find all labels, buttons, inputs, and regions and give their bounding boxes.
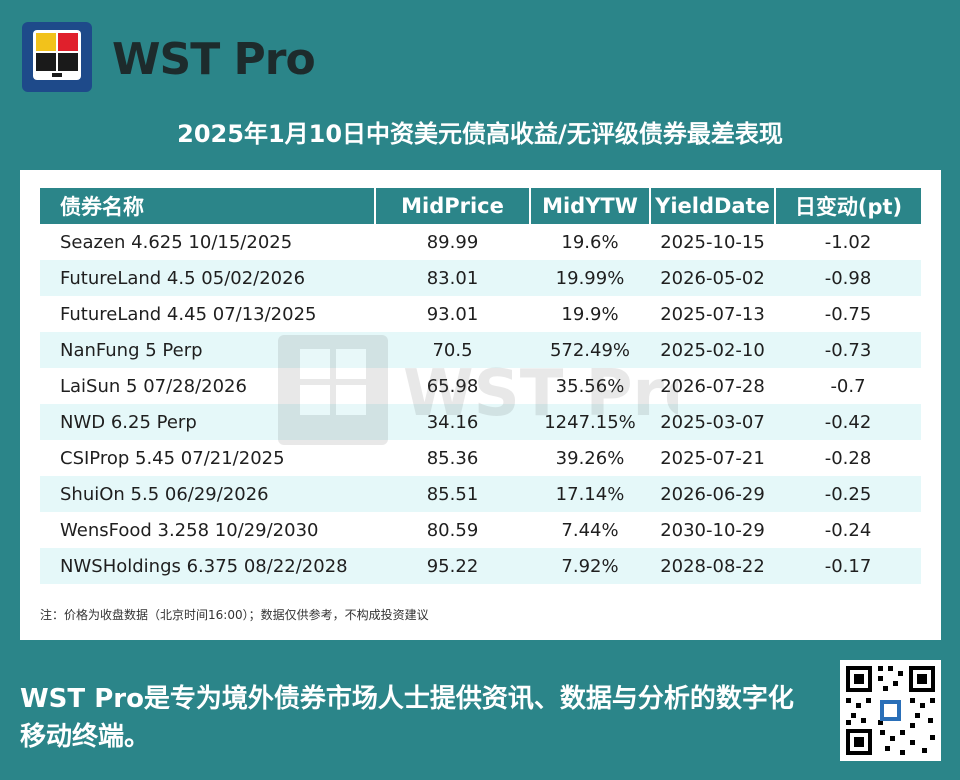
cell-bond-name: NanFung 5 Perp: [40, 332, 375, 368]
cell-yield-date: 2026-06-29: [650, 476, 775, 512]
cell-bond-name: LaiSun 5 07/28/2026: [60, 375, 247, 397]
header-bond-name: 债券名称: [40, 188, 376, 224]
cell-bond-name: ShuiOn 5.5 06/29/2026: [40, 476, 375, 512]
cell-bond-name: NWD 6.25 Perp: [40, 404, 375, 440]
table-row: NanFung 5 Perp 70.5 572.49% 2025-02-10 -…: [40, 332, 921, 368]
table-row: LaiSun 5 07/28/2026 65.98 35.56% 2026-07…: [40, 368, 921, 404]
header-mid-price: MidPrice: [375, 188, 531, 224]
cell-daily-change: -0.25: [775, 476, 921, 512]
table-row: FutureLand 4.5 05/02/2026 83.01 19.99% 2…: [40, 260, 921, 296]
cell-daily-change: -0.17: [775, 548, 921, 584]
cell-mid-ytw: 7.44%: [561, 519, 619, 541]
cell-mid-ytw: 19.9%: [561, 303, 619, 325]
table-row: NWD 6.25 Perp 34.16 1247.15% 2025-03-07 …: [40, 404, 921, 440]
cell-mid-ytw: 7.92%: [530, 548, 650, 584]
cell-mid-price: 80.59: [426, 519, 479, 541]
cell-mid-price: 83.01: [375, 260, 530, 296]
cell-yield-date: 2025-07-21: [660, 447, 765, 469]
wst-logo-icon: [22, 22, 92, 92]
cell-yield-date: 2026-07-28: [660, 375, 765, 397]
cell-mid-price: 34.16: [375, 404, 530, 440]
cell-mid-price: 70.5: [375, 332, 530, 368]
cell-mid-price: 89.99: [426, 231, 479, 253]
table-row: NWSHoldings 6.375 08/22/2028 95.22 7.92%…: [40, 548, 921, 584]
cell-daily-change: -1.02: [824, 231, 872, 253]
cell-yield-date: 2025-07-13: [660, 303, 765, 325]
cell-bond-name: WensFood 3.258 10/29/2030: [60, 519, 319, 541]
table-row: CSIProp 5.45 07/21/2025 85.36 39.26% 202…: [40, 440, 921, 476]
cell-yield-date: 2026-05-02: [650, 260, 775, 296]
cell-mid-price: 95.22: [375, 548, 530, 584]
cell-bond-name: Seazen 4.625 10/15/2025: [60, 231, 293, 253]
cell-daily-change: -0.24: [824, 519, 872, 541]
cell-mid-ytw: 35.56%: [555, 375, 625, 397]
cell-daily-change: -0.7: [830, 375, 866, 397]
cell-daily-change: -0.42: [775, 404, 921, 440]
cell-daily-change: -0.98: [775, 260, 921, 296]
table-row: ShuiOn 5.5 06/29/2026 85.51 17.14% 2026-…: [40, 476, 921, 512]
cell-yield-date: 2025-02-10: [650, 332, 775, 368]
bond-table: 债券名称 MidPrice MidYTW YieldDate 日变动(pt) S…: [40, 188, 921, 584]
header-yield-date: YieldDate: [650, 188, 776, 224]
header-daily-change: 日变动(pt): [775, 188, 921, 224]
cell-mid-ytw: 39.26%: [555, 447, 625, 469]
footnote: 注：价格为收盘数据（北京时间16:00）；数据仅供参考，不构成投资建议: [40, 608, 429, 622]
cell-mid-ytw: 19.99%: [530, 260, 650, 296]
cell-mid-price: 85.36: [426, 447, 479, 469]
cell-daily-change: -0.75: [824, 303, 872, 325]
cell-mid-price: 93.01: [426, 303, 479, 325]
cell-bond-name: NWSHoldings 6.375 08/22/2028: [40, 548, 375, 584]
cell-yield-date: 2030-10-29: [660, 519, 765, 541]
table-row: WensFood 3.258 10/29/2030 80.59 7.44% 20…: [40, 512, 921, 548]
cell-mid-price: 65.98: [426, 375, 479, 397]
cell-daily-change: -0.73: [775, 332, 921, 368]
footer-tagline: WST Pro是专为境外债券市场人士提供资讯、数据与分析的数字化移动终端。: [20, 684, 794, 752]
cell-mid-ytw: 17.14%: [530, 476, 650, 512]
table-row: Seazen 4.625 10/15/2025 89.99 19.6% 2025…: [40, 224, 921, 260]
table-header-row: 债券名称 MidPrice MidYTW YieldDate 日变动(pt): [40, 188, 921, 224]
cell-mid-price: 85.51: [375, 476, 530, 512]
brand-name: WST Pro: [112, 34, 316, 85]
cell-mid-ytw: 1247.15%: [530, 404, 650, 440]
qr-code-icon: [840, 660, 941, 761]
cell-yield-date: 2025-03-07: [650, 404, 775, 440]
table-panel: 债券名称 MidPrice MidYTW YieldDate 日变动(pt) S…: [20, 170, 941, 640]
cell-bond-name: CSIProp 5.45 07/21/2025: [60, 447, 285, 469]
cell-mid-ytw: 572.49%: [530, 332, 650, 368]
cell-bond-name: FutureLand 4.45 07/13/2025: [60, 303, 317, 325]
table-row: FutureLand 4.45 07/13/2025 93.01 19.9% 2…: [40, 296, 921, 332]
cell-yield-date: 2028-08-22: [650, 548, 775, 584]
cell-daily-change: -0.28: [824, 447, 872, 469]
cell-yield-date: 2025-10-15: [660, 231, 765, 253]
page-title: 2025年1月10日中资美元债高收益/无评级债券最差表现: [177, 120, 783, 148]
cell-mid-ytw: 19.6%: [561, 231, 619, 253]
cell-bond-name: FutureLand 4.5 05/02/2026: [40, 260, 375, 296]
header-mid-ytw: MidYTW: [530, 188, 651, 224]
